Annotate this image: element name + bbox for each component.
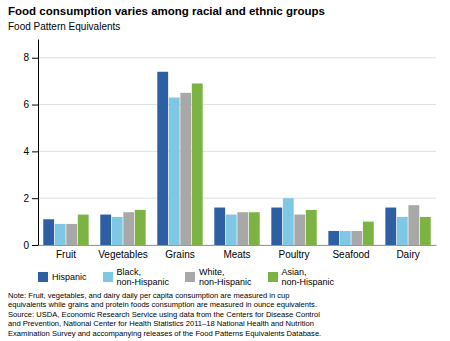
legend-swatch	[185, 272, 195, 282]
legend-label: White, non-Hispanic	[199, 267, 252, 287]
bar	[55, 224, 66, 245]
legend-swatch	[268, 272, 278, 282]
bar	[363, 222, 374, 245]
legend-swatch	[38, 272, 48, 282]
bar	[271, 208, 282, 245]
y-tick-label: 0	[23, 240, 29, 251]
legend-item: Black, non-Hispanic	[103, 267, 170, 287]
bars	[43, 72, 430, 245]
bar	[351, 231, 362, 245]
grid-line	[38, 245, 436, 246]
bar	[157, 72, 168, 245]
bar	[214, 208, 225, 245]
y-tick-label: 8	[23, 52, 29, 63]
bar	[340, 231, 351, 245]
note-line: Source: USDA, Economic Research Service …	[8, 310, 442, 319]
bar	[123, 212, 134, 245]
legend-label: Black, non-Hispanic	[117, 267, 170, 287]
bar	[135, 210, 146, 245]
y-axis: 0 2 4 6 8	[23, 40, 38, 251]
x-tick: Poultry	[278, 249, 309, 260]
y-tick: 6	[23, 99, 38, 110]
x-tick-label: Meats	[223, 249, 250, 260]
y-tick: 8	[23, 52, 38, 63]
y-tick-label: 4	[23, 146, 29, 157]
y-tick-label: 2	[23, 193, 29, 204]
bar-series	[43, 72, 396, 245]
legend: Hispanic Black, non-Hispanic White, non-Hi…	[8, 267, 442, 287]
y-tick-mark	[32, 245, 38, 246]
bar	[78, 215, 89, 245]
bar	[180, 93, 191, 245]
bar	[283, 198, 294, 245]
bar	[408, 205, 419, 245]
y-tick-mark	[32, 58, 38, 59]
note-line: and Prevention, National Center for Heal…	[8, 319, 442, 328]
x-tick: Fruit	[56, 249, 76, 260]
bar	[192, 83, 203, 245]
x-tick: Meats	[223, 249, 250, 260]
bar	[306, 210, 317, 245]
bar-series	[78, 83, 431, 245]
chart-svg: Fruit Vegetables Grains Meats Poultry Seafood…	[8, 33, 442, 265]
bar	[100, 215, 111, 245]
note-line: equivalents while grains and protein foo…	[8, 300, 442, 309]
x-axis-line	[39, 245, 437, 246]
legend-item: Asian, non-Hispanic	[268, 267, 335, 287]
bar-series	[55, 98, 408, 245]
y-tick: 2	[23, 193, 38, 204]
x-tick-label: Grains	[165, 249, 194, 260]
legend-item: Hispanic	[38, 267, 87, 287]
plot-area: Fruit Vegetables Grains Meats Poultry Seafood…	[23, 40, 436, 261]
bar	[249, 212, 260, 245]
grid-line	[38, 198, 436, 199]
bar	[328, 231, 339, 245]
bar-series	[66, 93, 419, 245]
y-axis-label: Food Pattern Equivalents	[8, 21, 442, 33]
x-tick-label: Dairy	[396, 249, 419, 260]
grid-line	[38, 104, 436, 105]
y-tick: 4	[23, 146, 38, 157]
legend-item: White, non-Hispanic	[185, 267, 252, 287]
note-line: Examination Survey and accompanying rele…	[8, 329, 442, 338]
bar	[112, 217, 123, 245]
grid	[38, 58, 436, 245]
legend-swatch	[103, 272, 113, 282]
y-tick-mark	[32, 198, 38, 199]
x-tick: Vegetables	[98, 249, 148, 260]
grid-line	[38, 151, 436, 152]
legend-label: Asian, non-Hispanic	[282, 267, 335, 287]
y-tick-label: 6	[23, 99, 29, 110]
bar	[385, 208, 396, 245]
title: Food consumption varies among racial and…	[8, 4, 442, 18]
bar	[397, 217, 408, 245]
note: Note: Fruit, vegetables, and dairy daily…	[8, 291, 442, 338]
y-axis-line	[38, 40, 39, 246]
plot-container: Fruit Vegetables Grains Meats Poultry Seafood…	[8, 33, 442, 265]
x-tick-label: Fruit	[56, 249, 76, 260]
bar	[169, 98, 180, 245]
legend-label: Hispanic	[52, 272, 87, 282]
note-line: Note: Fruit, vegetables, and dairy daily…	[8, 291, 442, 300]
grid-line	[38, 57, 436, 58]
x-tick: Seafood	[332, 249, 369, 260]
bar	[43, 219, 54, 245]
chart-page: Food consumption varies among racial and…	[0, 0, 450, 341]
x-tick-label: Vegetables	[98, 249, 148, 260]
x-tick-label: Poultry	[278, 249, 309, 260]
y-tick-mark	[32, 151, 38, 152]
y-tick-mark	[32, 105, 38, 106]
bar	[237, 212, 248, 245]
bar	[226, 215, 237, 245]
bar	[420, 217, 431, 245]
x-tick-label: Seafood	[332, 249, 369, 260]
y-tick: 0	[23, 240, 38, 251]
x-tick: Dairy	[396, 249, 419, 260]
bar	[294, 215, 305, 245]
x-tick: Grains	[165, 249, 194, 260]
x-axis: Fruit Vegetables Grains Meats Poultry Seafood…	[39, 246, 437, 261]
bar	[66, 224, 77, 245]
